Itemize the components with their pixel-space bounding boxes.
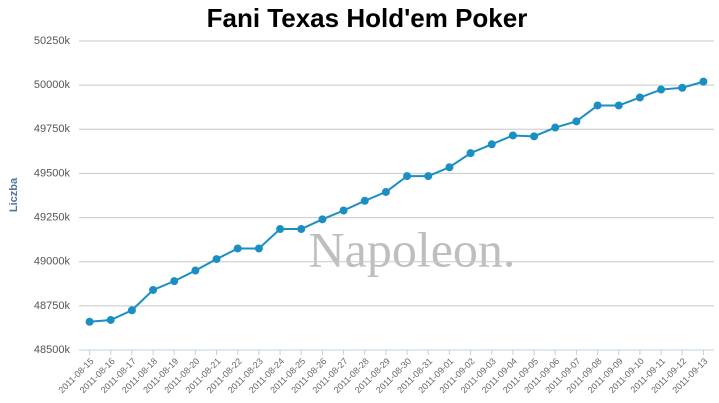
point bbox=[297, 225, 306, 234]
y-tick-label: 48750k bbox=[34, 300, 71, 312]
point bbox=[445, 163, 454, 172]
point bbox=[487, 140, 496, 149]
point bbox=[254, 244, 263, 253]
y-tick-label: 50000k bbox=[34, 79, 71, 91]
point bbox=[276, 225, 285, 234]
point bbox=[466, 149, 475, 158]
watermark: Napoleon. bbox=[309, 221, 516, 277]
point bbox=[403, 172, 412, 181]
line bbox=[89, 80, 704, 323]
y-tick-label: 49500k bbox=[34, 167, 71, 179]
point bbox=[191, 266, 200, 275]
point bbox=[593, 101, 602, 110]
chart-title: Fani Texas Hold'em Poker bbox=[207, 3, 528, 33]
y-tick-label: 50250k bbox=[34, 35, 71, 47]
point bbox=[381, 187, 390, 196]
point bbox=[127, 306, 136, 315]
point bbox=[170, 277, 179, 286]
point bbox=[508, 131, 517, 140]
point bbox=[572, 117, 581, 126]
y-tick-label: 49000k bbox=[34, 256, 71, 268]
y-tick-label: 48500k bbox=[34, 344, 71, 356]
point bbox=[212, 255, 221, 264]
point bbox=[233, 244, 242, 253]
point bbox=[106, 315, 115, 324]
y-tick-label: 49250k bbox=[34, 211, 71, 223]
y-tick-label: 49750k bbox=[34, 123, 71, 135]
point bbox=[85, 317, 94, 326]
point bbox=[424, 172, 433, 181]
point bbox=[635, 93, 644, 102]
point bbox=[551, 123, 560, 132]
point bbox=[530, 132, 539, 141]
point bbox=[614, 101, 623, 110]
point bbox=[318, 215, 327, 224]
point bbox=[678, 83, 687, 92]
point bbox=[657, 85, 666, 94]
point bbox=[339, 206, 348, 215]
point bbox=[699, 77, 708, 86]
point bbox=[149, 285, 158, 294]
point bbox=[360, 196, 369, 205]
y-axis-label: Liczba bbox=[8, 177, 20, 212]
